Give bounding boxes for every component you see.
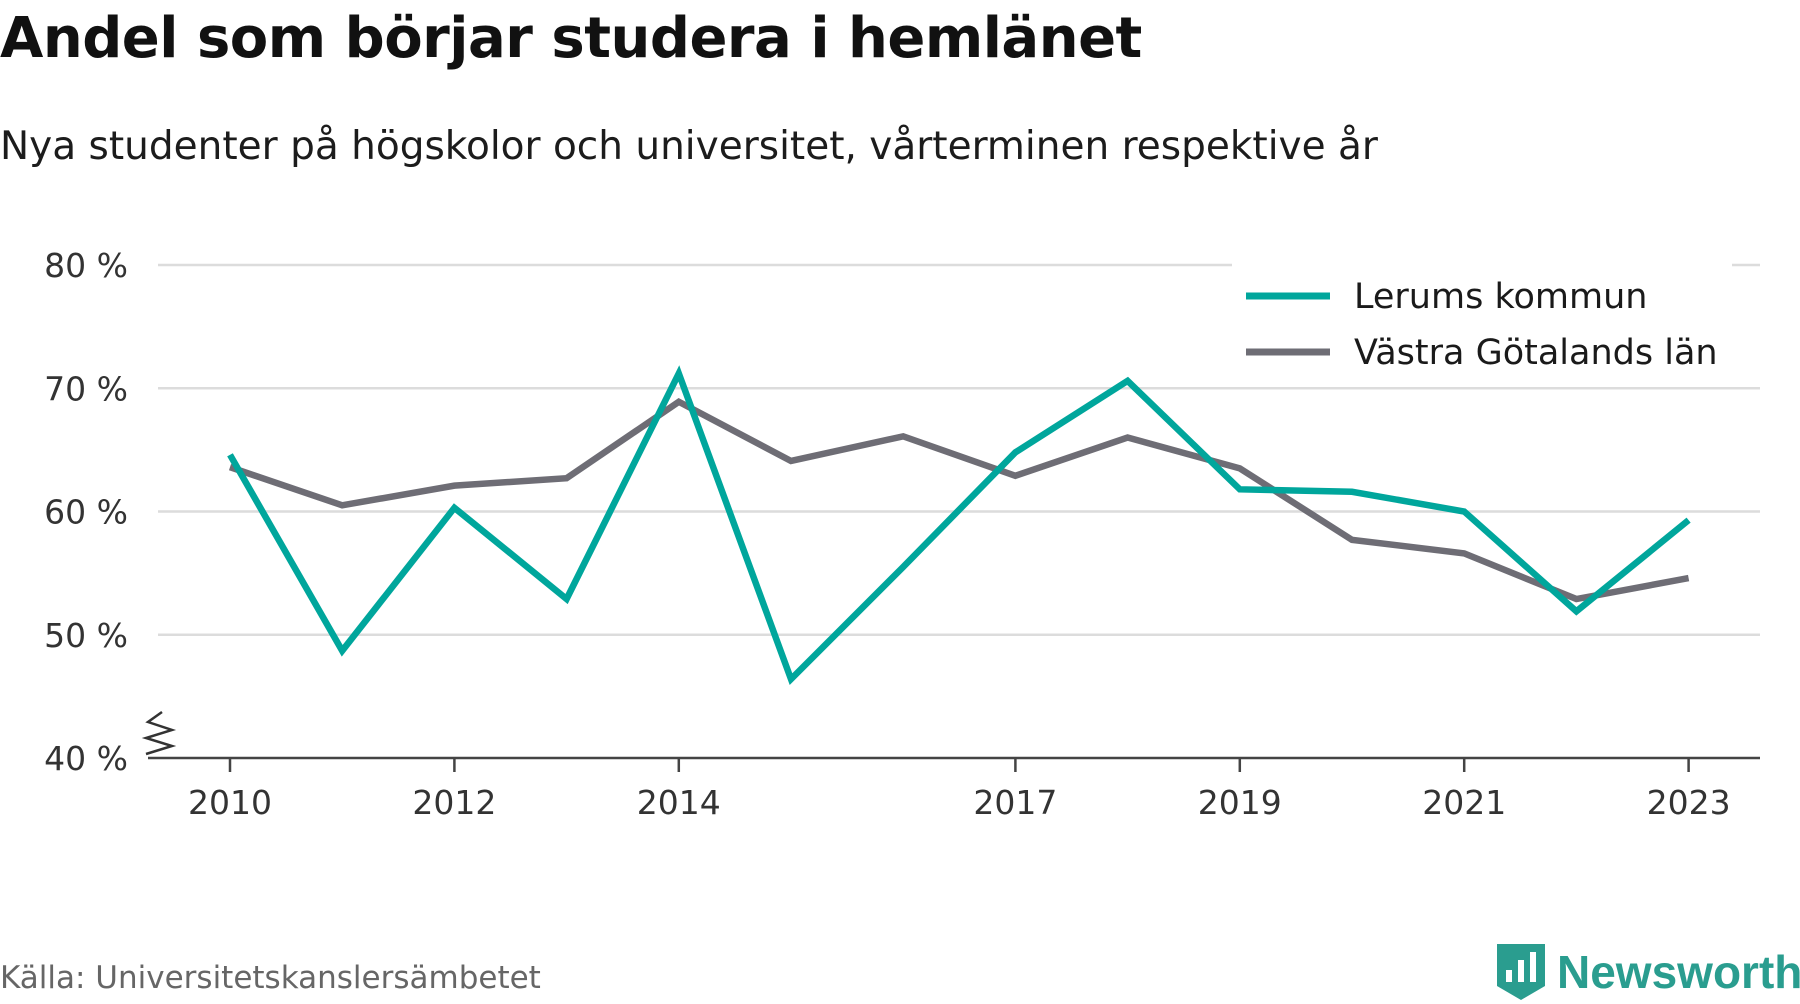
chart-title: Andel som börjar studera i hemlänet [0,6,1142,71]
y-tick-label: 60 % [44,493,128,532]
x-tick-label: 2019 [1198,783,1282,822]
axes: 40 % 50 % 60 % 70 % 80 % 2010 2012 2014 2017 2019… [44,246,1760,822]
x-tick-label: 2017 [973,783,1057,822]
x-tick-label: 2021 [1422,783,1506,822]
x-tick-label: 2012 [412,783,496,822]
legend-label-1: Västra Götalands län [1354,333,1718,373]
x-tick-label: 2014 [637,783,721,822]
legend-box [1232,262,1732,384]
brand-name: Newsworthy [1557,946,1800,998]
y-tick-label: 80 % [44,246,128,285]
chart-subtitle: Nya studenter på högskolor och universit… [0,124,1378,169]
newsworthy-logo-icon [1497,944,1545,1000]
y-tick-label: 50 % [44,616,128,655]
series-line-1 [228,398,1690,603]
series-lines [227,365,1691,686]
legend: Lerums kommun Västra Götalands län [1232,262,1732,384]
x-tick-label: 2010 [188,783,272,822]
y-tick-label: 40 % [44,739,128,778]
axis-break-icon [141,710,177,756]
y-tick-label: 70 % [44,369,128,408]
brand-logo: Newsworthy [1493,940,1800,1004]
source-note: Källa: Universitetskanslersämbetet [0,960,541,996]
series-line-0 [227,365,1691,686]
legend-label-0: Lerums kommun [1354,277,1647,317]
x-tick-label: 2023 [1647,783,1731,822]
